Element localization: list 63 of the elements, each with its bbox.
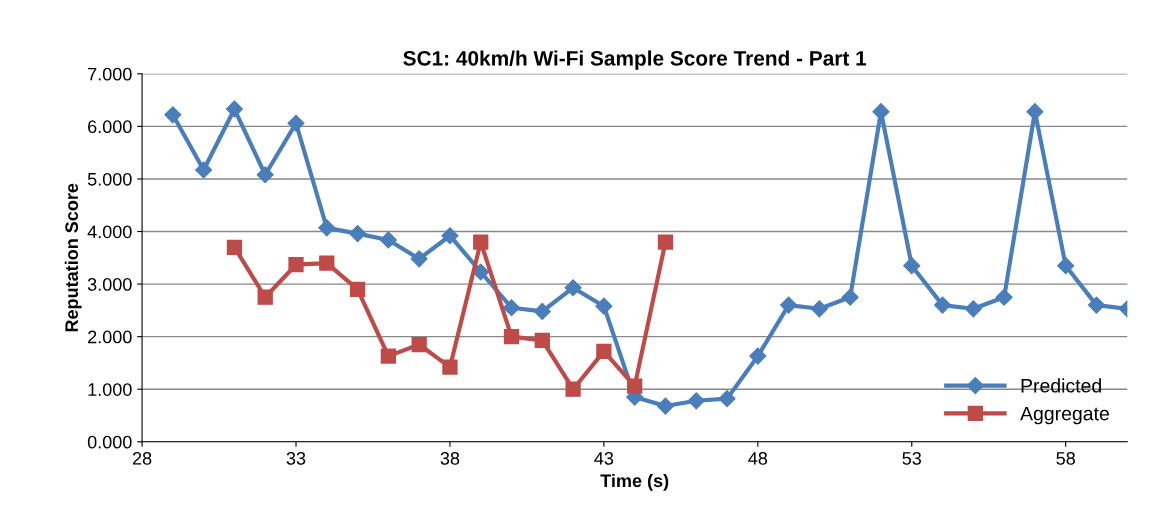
- y-tick-label: 3.000: [87, 278, 132, 291]
- point: [195, 161, 213, 179]
- point: [442, 359, 458, 375]
- legend-label: Predicted: [1021, 378, 1101, 393]
- point: [596, 343, 612, 360]
- point: [718, 390, 736, 408]
- point: [473, 234, 489, 250]
- y-tick-label: 5.000: [87, 172, 132, 186]
- point: [379, 231, 397, 249]
- point: [841, 288, 859, 306]
- point: [318, 219, 336, 237]
- y-tick-label: 0.000: [87, 435, 132, 449]
- point: [287, 114, 305, 132]
- x-tick-label: 38: [440, 451, 460, 465]
- point: [503, 329, 520, 345]
- point: [411, 336, 427, 353]
- point: [903, 257, 921, 275]
- x-tick-label: 28: [132, 451, 152, 465]
- point: [349, 225, 367, 243]
- point: [934, 296, 952, 314]
- x-tick-label: 33: [286, 451, 306, 465]
- point: [410, 250, 428, 268]
- y-tick-label: 4.000: [87, 225, 132, 239]
- point: [564, 279, 582, 297]
- legend-label: Aggregate: [1020, 406, 1109, 425]
- point: [349, 281, 366, 297]
- chart-title: SC1: 40km/h Wi-Fi Sample Score Trend - Part 1: [403, 50, 867, 70]
- point: [656, 397, 675, 415]
- point: [595, 297, 613, 315]
- x-tick-label: 58: [1056, 451, 1075, 465]
- point: [749, 347, 767, 365]
- x-tick-label: 48: [748, 451, 768, 465]
- point: [225, 100, 243, 118]
- point: [502, 299, 521, 317]
- point: [380, 348, 397, 364]
- point: [657, 234, 674, 250]
- point: [472, 263, 490, 281]
- point: [1057, 257, 1075, 275]
- point: [319, 255, 335, 271]
- x-axis-title: Time (s): [600, 473, 669, 491]
- y-axis-title: Reputation Score: [64, 183, 82, 332]
- point: [226, 239, 243, 255]
- y-tick-label: 1.000: [88, 383, 132, 396]
- point: [687, 392, 705, 410]
- point: [256, 166, 274, 184]
- point: [533, 302, 551, 320]
- y-tick-label: 7.000: [88, 67, 132, 81]
- point: [534, 332, 550, 348]
- point: [995, 288, 1013, 306]
- point: [288, 256, 304, 273]
- y-tick-label: 6.000: [88, 120, 132, 134]
- point: [1087, 296, 1106, 314]
- x-tick-label: 43: [594, 451, 614, 465]
- point: [627, 378, 643, 394]
- point: [810, 300, 828, 318]
- point: [964, 300, 982, 318]
- x-tick-label: 53: [902, 451, 922, 465]
- point: [257, 289, 273, 305]
- point: [441, 227, 459, 245]
- point: [565, 381, 581, 397]
- point: [164, 106, 182, 124]
- y-tick-label: 2.000: [88, 330, 132, 344]
- point: [780, 296, 798, 314]
